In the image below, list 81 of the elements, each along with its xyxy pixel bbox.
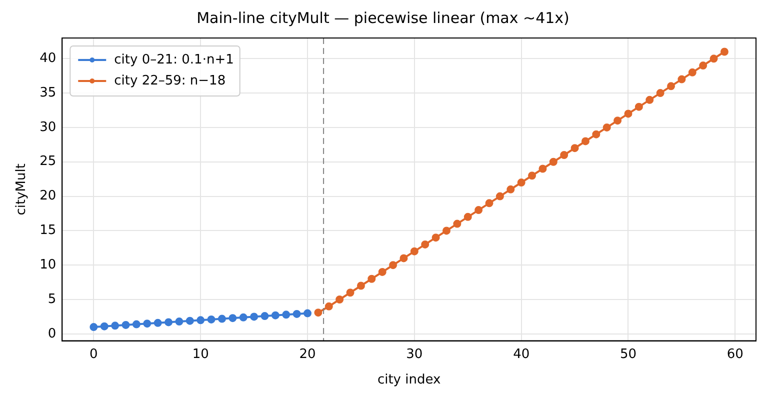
point: [389, 261, 398, 270]
point: [421, 240, 430, 248]
x-tick-label: 40: [513, 346, 530, 362]
point: [122, 320, 130, 329]
y-tick-label: 15: [40, 223, 56, 238]
point: [304, 309, 312, 318]
point: [228, 314, 237, 322]
point: [614, 116, 622, 125]
point: [111, 322, 120, 330]
point: [581, 137, 590, 146]
point: [592, 130, 600, 138]
legend-label: city 22–59: n−18: [114, 73, 226, 88]
point: [560, 150, 568, 159]
point: [100, 322, 108, 330]
point: [90, 323, 98, 332]
point: [699, 62, 708, 70]
point: [314, 308, 322, 317]
point: [154, 318, 162, 327]
point: [453, 220, 462, 228]
y-tick-label: 0: [48, 326, 56, 342]
point: [218, 314, 226, 323]
point: [442, 226, 450, 235]
point: [602, 123, 611, 132]
x-tick-label: 10: [192, 346, 209, 362]
point: [646, 96, 654, 104]
point: [549, 158, 558, 166]
y-tick-label: 10: [40, 257, 56, 272]
point: [400, 254, 408, 262]
point: [624, 110, 632, 118]
point: [474, 206, 483, 214]
point: [239, 313, 248, 322]
point: [346, 288, 354, 297]
point: [207, 315, 216, 324]
y-tick-label: 40: [40, 51, 56, 66]
y-axis-title: cityMult: [14, 164, 30, 216]
point: [175, 318, 184, 326]
y-tick-label: 5: [48, 292, 56, 307]
x-tick-label: 60: [726, 346, 744, 362]
point: [410, 247, 418, 256]
point: [271, 311, 280, 320]
point: [292, 310, 301, 318]
point: [432, 234, 440, 242]
point: [164, 318, 173, 326]
point: [667, 82, 676, 90]
x-tick-label: 0: [90, 346, 98, 362]
point: [720, 48, 728, 56]
point: [186, 316, 194, 325]
point: [324, 302, 333, 310]
point: [132, 320, 140, 328]
point: [528, 172, 536, 180]
point: [368, 274, 376, 283]
point: [485, 199, 494, 208]
point: [282, 310, 290, 319]
chart-title: Main-line cityMult — piecewise linear (max ~41x): [196, 8, 570, 27]
point: [336, 296, 344, 304]
point: [506, 185, 515, 194]
point: [143, 320, 152, 328]
point: [378, 268, 386, 276]
y-tick-label: 25: [40, 154, 56, 170]
point: [678, 75, 686, 84]
y-tick-label: 35: [40, 85, 56, 100]
y-tick-label: 20: [40, 188, 56, 204]
legend-label: city 0–21: 0.1·n+1: [114, 52, 234, 68]
point: [538, 164, 547, 173]
point: [196, 316, 205, 324]
point: [250, 312, 258, 321]
point: [634, 102, 643, 111]
x-tick-label: 20: [299, 346, 316, 362]
x-axis-title: city index: [377, 372, 441, 388]
point: [464, 212, 472, 221]
point: [260, 312, 269, 320]
point: [570, 144, 579, 152]
point: [656, 89, 664, 98]
point: [710, 54, 718, 63]
y-tick-label: 30: [40, 120, 56, 135]
point: [356, 282, 365, 290]
x-tick-label: 30: [406, 346, 423, 362]
point: [517, 178, 526, 187]
x-tick-label: 50: [620, 346, 637, 362]
point: [496, 192, 504, 200]
point: [688, 68, 696, 76]
